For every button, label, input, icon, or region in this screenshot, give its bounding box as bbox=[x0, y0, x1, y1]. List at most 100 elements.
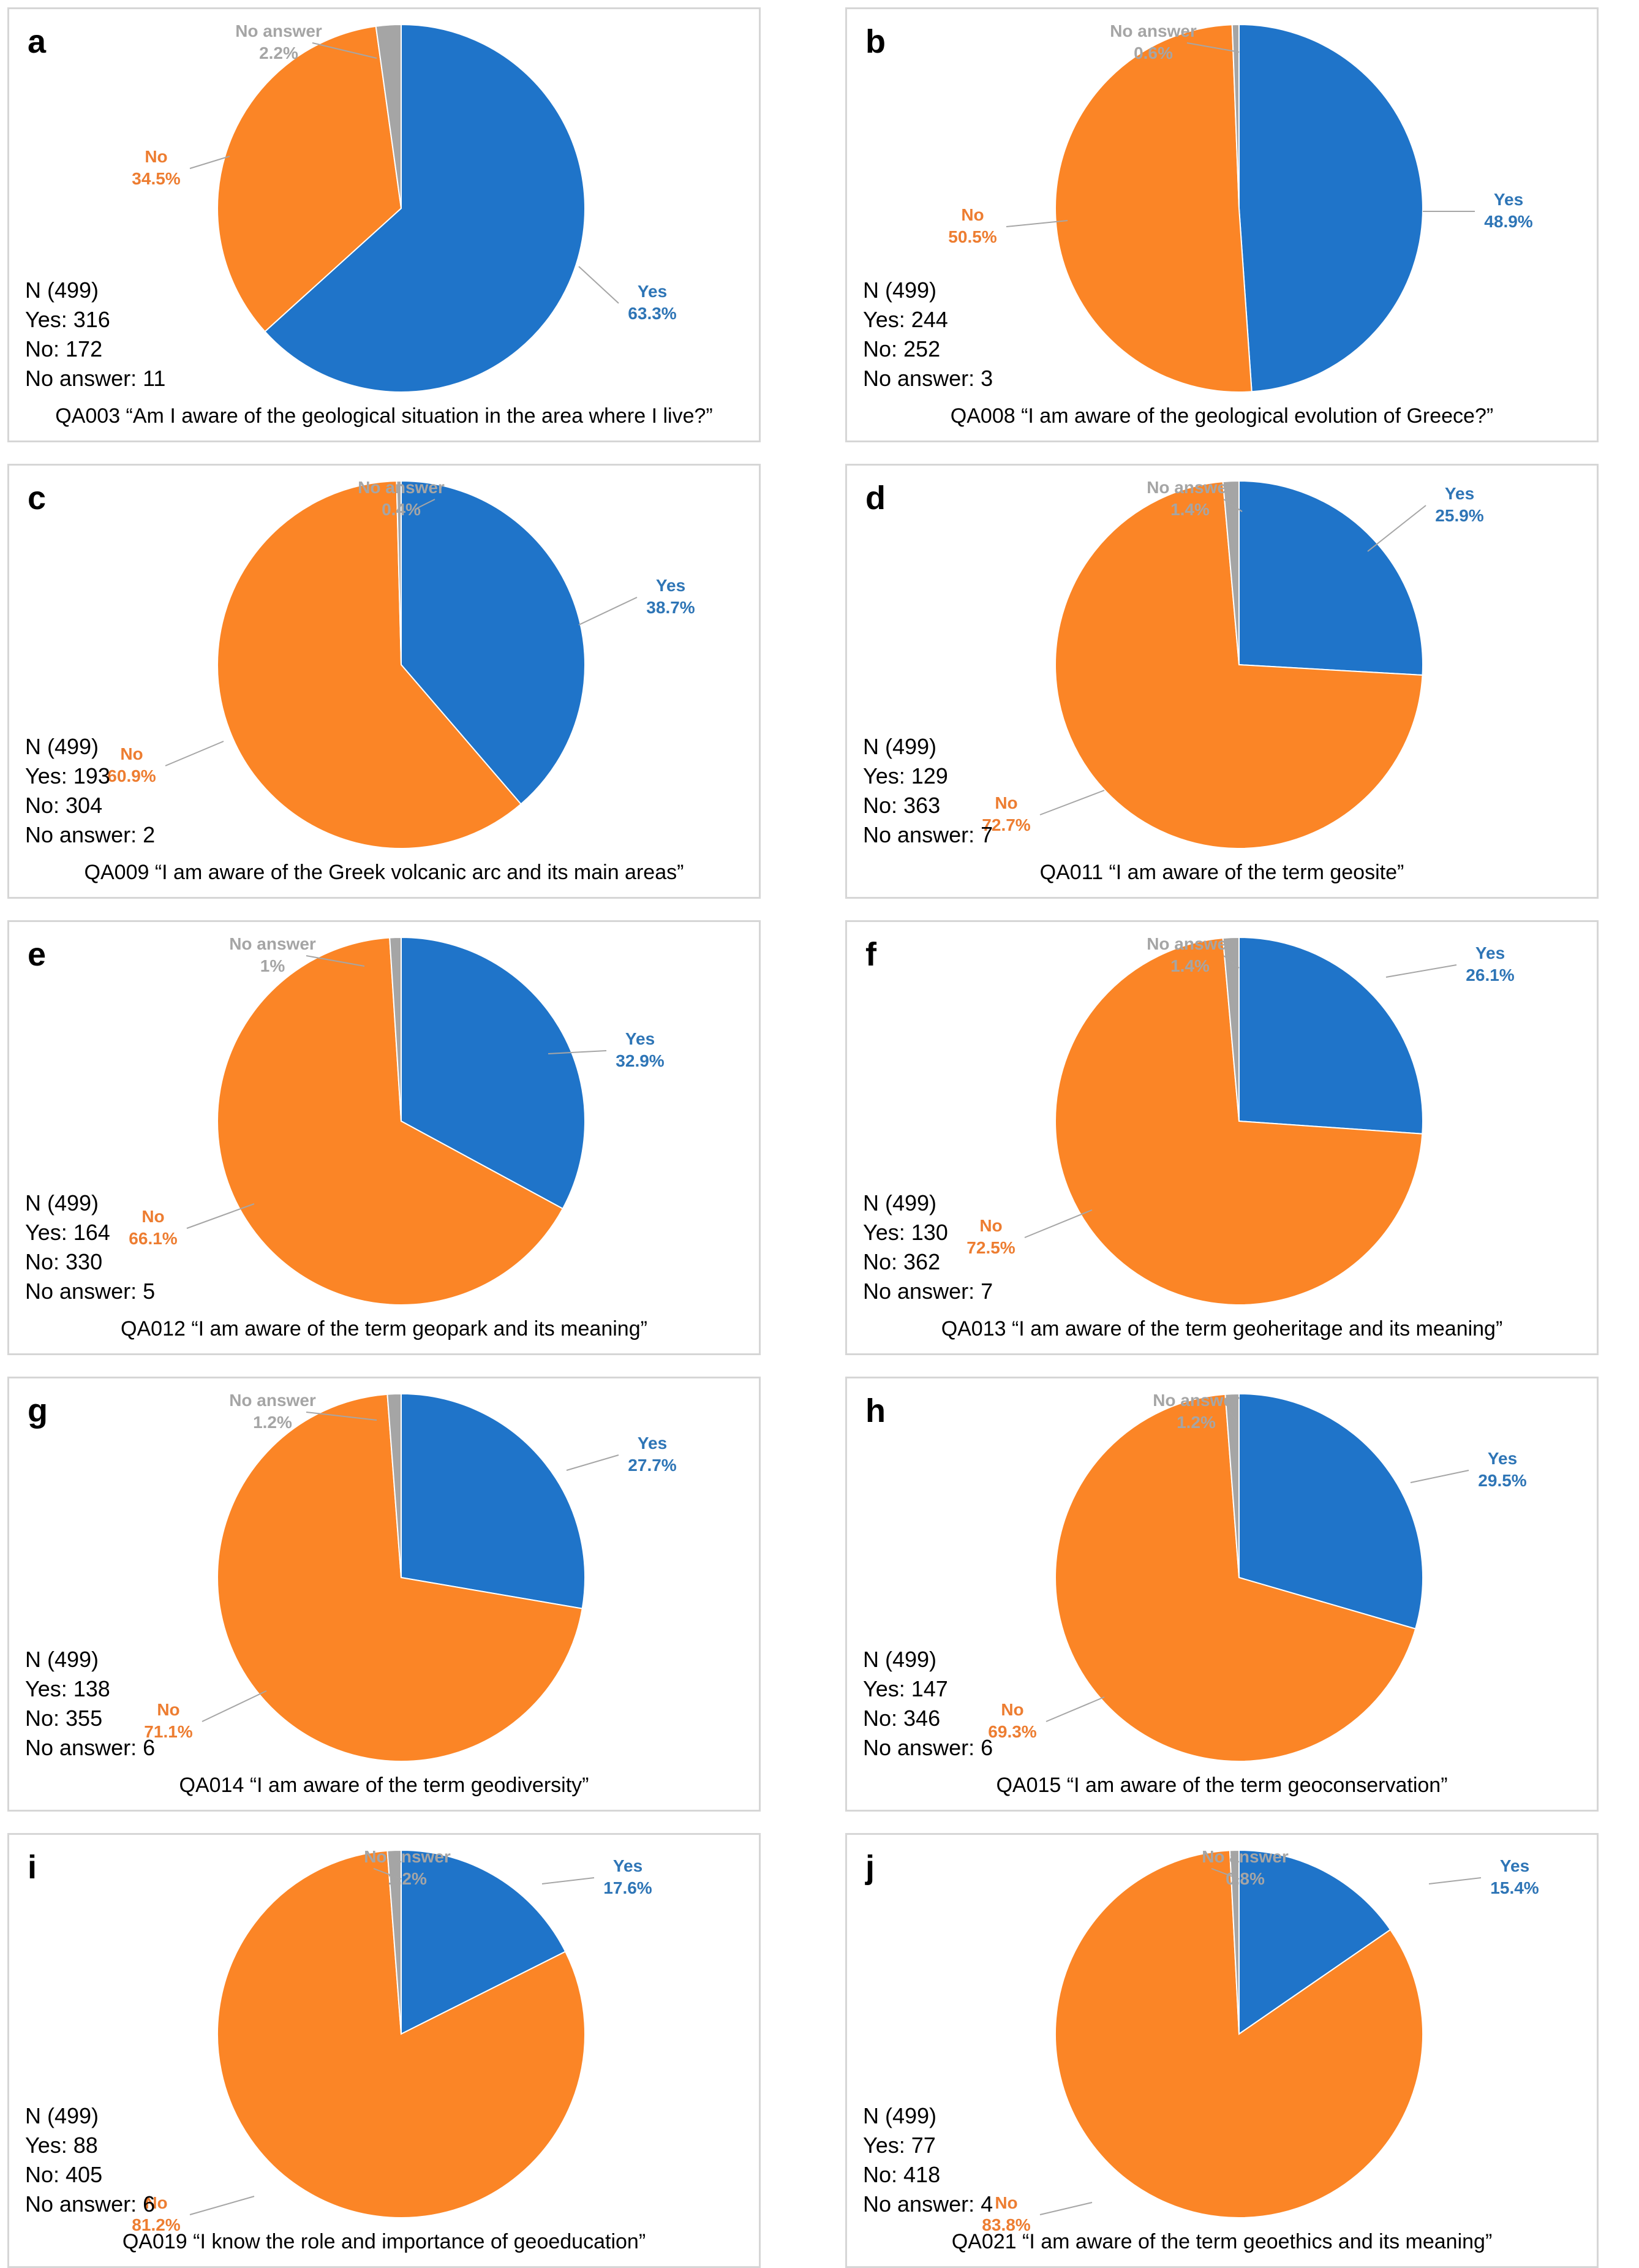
slice-label-yes: Yes bbox=[613, 1856, 642, 1875]
slice-label-yes: Yes bbox=[625, 1029, 655, 1048]
question-caption: QA019 “I know the role and importance of… bbox=[122, 2230, 646, 2253]
slice-label-yes: Yes bbox=[1475, 943, 1505, 962]
pie-slice-no-answer bbox=[396, 480, 402, 665]
pie-chart-e: Yes 32.9% No 66.1% No answer 1% bbox=[129, 934, 665, 1306]
pie-slice-no bbox=[1054, 24, 1253, 393]
chart-panel-g: Yes 27.7% No 71.1% No answer 1.2% g N (499) Yes:… bbox=[7, 1377, 761, 1812]
stat-yes: Yes: 244 bbox=[863, 307, 948, 332]
stat-no: No: 355 bbox=[25, 1706, 103, 1731]
slice-label-no-answer: No answer bbox=[229, 934, 316, 953]
leader-line-no bbox=[1039, 2202, 1093, 2215]
slice-label-no: No bbox=[961, 205, 984, 224]
slice-percent-yes: 15.4% bbox=[1490, 1878, 1539, 1897]
pie-slice-no bbox=[217, 1393, 583, 1762]
response-stats: N (499) Yes: 316 No: 172 No answer: 11 bbox=[25, 276, 165, 393]
slice-percent-no-answer: 0.8% bbox=[1226, 1869, 1265, 1888]
slice-label-no: No bbox=[995, 2193, 1017, 2212]
stat-no-answer: No answer: 4 bbox=[863, 2191, 993, 2217]
stat-no-answer: No answer: 6 bbox=[25, 2191, 156, 2217]
pie-slice-no bbox=[217, 480, 522, 849]
slice-percent-yes: 17.6% bbox=[603, 1878, 652, 1897]
pie-chart-d: Yes 25.9% No 72.7% No answer 1.4% bbox=[982, 478, 1484, 849]
panel-letter: e bbox=[28, 936, 47, 973]
slice-label-no-answer: No answer bbox=[235, 21, 322, 40]
slice-percent-no-answer: 1% bbox=[260, 956, 285, 975]
response-stats: N (499) Yes: 129 No: 363 No answer: 7 bbox=[863, 732, 993, 850]
slice-percent-yes: 26.1% bbox=[1466, 966, 1514, 985]
slice-label-no-answer: No answer bbox=[364, 1847, 451, 1866]
slice-label-yes: Yes bbox=[638, 1434, 667, 1453]
response-stats: N (499) Yes: 147 No: 346 No answer: 6 bbox=[863, 1645, 993, 1763]
stat-no: No: 172 bbox=[25, 336, 103, 361]
leader-line-no bbox=[1039, 790, 1105, 815]
pie-slice-no bbox=[1054, 937, 1423, 1306]
slice-percent-no-answer: 1.4% bbox=[1170, 500, 1210, 519]
stat-yes: Yes: 129 bbox=[863, 763, 948, 788]
stat-n: N (499) bbox=[25, 1190, 99, 1215]
slice-label-no: No bbox=[120, 744, 143, 763]
stat-n: N (499) bbox=[25, 2103, 99, 2128]
slice-percent-no: 72.7% bbox=[982, 815, 1030, 834]
stat-no-answer: No answer: 5 bbox=[25, 1279, 156, 1304]
pie-slice-no-answer bbox=[375, 23, 402, 209]
pie-slice-yes bbox=[401, 1393, 586, 1609]
leader-line-no-answer bbox=[306, 955, 365, 967]
slice-label-no: No bbox=[157, 1700, 179, 1719]
slice-percent-no: 66.1% bbox=[129, 1229, 177, 1248]
panel-letter: b bbox=[865, 23, 886, 60]
leader-line-yes bbox=[578, 597, 638, 626]
pie-slice-no bbox=[217, 25, 402, 333]
leader-line-yes bbox=[541, 1877, 595, 1884]
stat-n: N (499) bbox=[863, 1190, 937, 1215]
pie-chart-i: Yes 17.6% No 81.2% No answer 1.2% bbox=[132, 1847, 652, 2234]
slice-percent-no: 69.3% bbox=[988, 1722, 1036, 1741]
leader-line-no bbox=[189, 2196, 255, 2215]
leader-line-no-answer bbox=[373, 1868, 402, 1880]
slice-label-no-answer: No answer bbox=[1110, 21, 1197, 40]
leader-line-no bbox=[1046, 1696, 1105, 1722]
chart-panel-b: Yes 48.9% No 50.5% No answer 0.6% b N (499) Yes:… bbox=[845, 7, 1599, 442]
question-caption: QA008 “I am aware of the geological evol… bbox=[950, 404, 1494, 428]
slice-percent-no: 71.1% bbox=[144, 1722, 192, 1741]
pie-slice-no-answer bbox=[1229, 1849, 1240, 2035]
response-stats: N (499) Yes: 138 No: 355 No answer: 6 bbox=[25, 1645, 155, 1763]
chart-panel-j: Yes 15.4% No 83.8% No answer 0.8% j N (499) Yes:… bbox=[845, 1833, 1599, 2268]
slice-label-no-answer: No answer bbox=[1147, 478, 1234, 497]
stat-no: No: 362 bbox=[863, 1249, 941, 1274]
slice-percent-no-answer: 1.2% bbox=[388, 1869, 427, 1888]
stat-no: No: 405 bbox=[25, 2162, 103, 2187]
stat-no: No: 330 bbox=[25, 1249, 103, 1274]
pie-slice-yes bbox=[1238, 480, 1423, 676]
pie-slice-yes bbox=[1238, 1393, 1424, 1630]
leader-line-no-answer bbox=[1229, 1412, 1237, 1421]
leader-line-no-answer bbox=[1223, 955, 1240, 969]
pie-chart-f: Yes 26.1% No 72.5% No answer 1.4% bbox=[966, 934, 1515, 1306]
slice-label-yes: Yes bbox=[1445, 484, 1474, 503]
stat-no: No: 252 bbox=[863, 336, 941, 361]
stat-yes: Yes: 147 bbox=[863, 1676, 948, 1701]
pie-chart-c: Yes 38.7% No 60.9% No answer 0.4% bbox=[107, 478, 695, 849]
slice-label-no: No bbox=[141, 1207, 164, 1226]
panel-letter: d bbox=[865, 480, 886, 516]
chart-panel-e: Yes 32.9% No 66.1% No answer 1% e N (499) Yes: 1… bbox=[7, 920, 761, 1355]
stat-n: N (499) bbox=[863, 734, 937, 759]
slice-label-yes: Yes bbox=[1500, 1856, 1529, 1875]
pie-slice-no-answer bbox=[1224, 1393, 1240, 1578]
slice-percent-no-answer: 1.4% bbox=[1170, 956, 1210, 975]
chart-panel-c: Yes 38.7% No 60.9% No answer 0.4% c N (499) Yes:… bbox=[7, 464, 761, 899]
question-caption: QA013 “I am aware of the term geoheritag… bbox=[941, 1317, 1503, 1340]
pie-slice-yes bbox=[401, 1849, 567, 2035]
slice-percent-no: 81.2% bbox=[132, 2215, 180, 2234]
pie-slice-no-answer bbox=[386, 1849, 402, 2035]
slice-label-no: No bbox=[979, 1216, 1002, 1235]
stat-yes: Yes: 138 bbox=[25, 1676, 110, 1701]
pie-slice-yes bbox=[1238, 23, 1423, 393]
chart-panel-i: Yes 17.6% No 81.2% No answer 1.2% i N (499) Yes:… bbox=[7, 1833, 761, 2268]
slice-label-no: No bbox=[1001, 1700, 1023, 1719]
leader-line-no bbox=[1024, 1209, 1093, 1238]
question-caption: QA012 “I am aware of the term geopark an… bbox=[121, 1317, 647, 1340]
leader-line-no bbox=[189, 156, 230, 169]
slice-label-no-answer: No answer bbox=[1147, 934, 1234, 953]
panel-letter: j bbox=[865, 1849, 875, 1886]
question-caption: QA009 “I am aware of the Greek volcanic … bbox=[84, 861, 684, 884]
